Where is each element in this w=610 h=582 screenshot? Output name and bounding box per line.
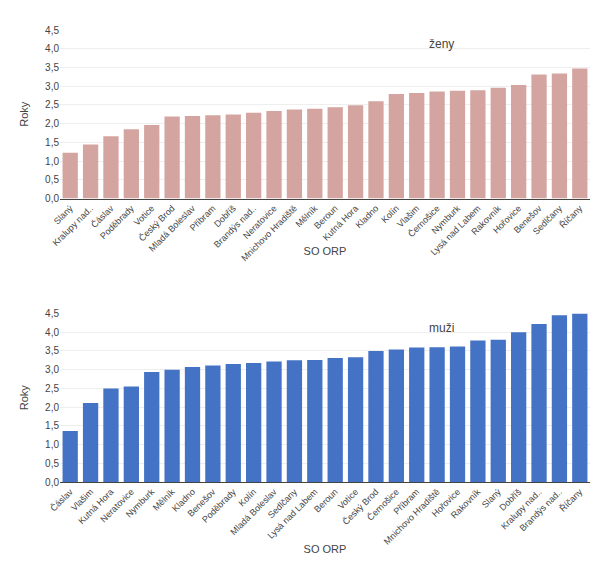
svg-text:Nymburk: Nymburk bbox=[124, 486, 157, 519]
svg-text:Mnichovo Hradiště: Mnichovo Hradiště bbox=[382, 487, 442, 547]
svg-text:4,0: 4,0 bbox=[45, 43, 59, 54]
svg-text:Roky: Roky bbox=[18, 385, 30, 411]
svg-text:Neratovice: Neratovice bbox=[241, 203, 278, 240]
svg-text:Příbram: Příbram bbox=[188, 203, 218, 233]
svg-text:Mladá Boleslav: Mladá Boleslav bbox=[228, 486, 279, 537]
svg-text:Vlašim: Vlašim bbox=[395, 203, 421, 229]
svg-text:2,5: 2,5 bbox=[45, 99, 59, 110]
svg-text:0,5: 0,5 bbox=[45, 174, 59, 185]
svg-text:Mělník: Mělník bbox=[294, 203, 320, 229]
svg-text:Kutná Hora: Kutná Hora bbox=[321, 203, 360, 242]
svg-text:Benešov: Benešov bbox=[186, 486, 218, 518]
svg-text:3,0: 3,0 bbox=[45, 364, 59, 375]
svg-text:Votice: Votice bbox=[132, 203, 156, 227]
svg-text:1,5: 1,5 bbox=[45, 137, 59, 148]
svg-text:Votice: Votice bbox=[336, 487, 360, 511]
svg-text:Brandýs nad..: Brandýs nad.. bbox=[212, 203, 258, 249]
svg-text:muži: muži bbox=[429, 321, 454, 335]
svg-text:Nymburk: Nymburk bbox=[430, 203, 463, 236]
svg-text:Neratovice: Neratovice bbox=[98, 487, 135, 524]
svg-text:Brandýs nad..: Brandýs nad.. bbox=[518, 487, 564, 533]
svg-text:SO ORP: SO ORP bbox=[304, 245, 347, 257]
svg-text:0,0: 0,0 bbox=[45, 193, 59, 204]
svg-text:0,0: 0,0 bbox=[45, 477, 59, 488]
svg-text:Kutná Hora: Kutná Hora bbox=[76, 487, 115, 526]
svg-text:Lysá nad Labem: Lysá nad Labem bbox=[429, 203, 483, 257]
svg-text:4,5: 4,5 bbox=[45, 25, 59, 36]
svg-text:Rakovník: Rakovník bbox=[469, 203, 503, 237]
svg-text:1,0: 1,0 bbox=[45, 156, 59, 167]
svg-text:2,0: 2,0 bbox=[45, 402, 59, 413]
svg-text:Čáslav: Čáslav bbox=[89, 203, 116, 230]
svg-text:Sedlčany: Sedlčany bbox=[266, 486, 300, 520]
svg-text:0,5: 0,5 bbox=[45, 458, 59, 469]
svg-text:Říčany: Říčany bbox=[558, 486, 585, 513]
svg-text:Kladno: Kladno bbox=[354, 203, 381, 230]
svg-text:Sedlčany: Sedlčany bbox=[531, 203, 565, 237]
svg-text:Dobříš: Dobříš bbox=[497, 486, 523, 512]
svg-text:Černošice: Černošice bbox=[406, 203, 442, 239]
svg-text:3,0: 3,0 bbox=[45, 81, 59, 92]
svg-text:3,5: 3,5 bbox=[45, 345, 59, 356]
svg-text:Beroun: Beroun bbox=[312, 487, 340, 515]
svg-text:1,0: 1,0 bbox=[45, 439, 59, 450]
svg-text:Roky: Roky bbox=[18, 101, 30, 127]
svg-text:Lysá nad Labem: Lysá nad Labem bbox=[266, 487, 320, 541]
svg-text:Beroun: Beroun bbox=[312, 203, 340, 231]
svg-text:Čáslav: Čáslav bbox=[48, 486, 75, 513]
svg-text:Kralupy nad..: Kralupy nad.. bbox=[51, 203, 96, 248]
svg-text:SO ORP: SO ORP bbox=[304, 543, 347, 555]
svg-text:Kolín: Kolín bbox=[379, 203, 401, 225]
svg-text:2,0: 2,0 bbox=[45, 118, 59, 129]
svg-text:Vlašim: Vlašim bbox=[69, 487, 95, 513]
svg-text:Český Brod: Český Brod bbox=[341, 487, 381, 527]
svg-text:Poděbrady: Poděbrady bbox=[98, 203, 136, 241]
svg-text:Hořovice: Hořovice bbox=[491, 203, 523, 235]
svg-text:Slaný: Slaný bbox=[52, 203, 75, 226]
svg-text:Benešov: Benešov bbox=[512, 203, 544, 235]
svg-text:Mnichovo Hradiště: Mnichovo Hradiště bbox=[239, 203, 299, 263]
svg-text:ženy: ženy bbox=[429, 37, 454, 51]
svg-text:Slaný: Slaný bbox=[480, 486, 503, 509]
svg-text:Kladno: Kladno bbox=[170, 487, 197, 514]
svg-text:Kralupy nad..: Kralupy nad.. bbox=[499, 487, 544, 532]
svg-text:Hořovice: Hořovice bbox=[430, 487, 462, 519]
svg-text:Příbram: Příbram bbox=[392, 487, 422, 517]
svg-text:2,5: 2,5 bbox=[45, 383, 59, 394]
svg-text:Mělník: Mělník bbox=[151, 486, 177, 512]
svg-text:1,5: 1,5 bbox=[45, 420, 59, 431]
svg-text:Rakovník: Rakovník bbox=[449, 486, 483, 520]
svg-text:Dobříš: Dobříš bbox=[212, 203, 238, 229]
svg-text:Český Brod: Český Brod bbox=[137, 203, 177, 243]
svg-text:4,0: 4,0 bbox=[45, 327, 59, 338]
svg-text:Mladá Boleslav: Mladá Boleslav bbox=[147, 203, 198, 254]
svg-text:4,5: 4,5 bbox=[45, 308, 59, 319]
svg-text:Poděbrady: Poděbrady bbox=[200, 486, 238, 524]
svg-text:Černošice: Černošice bbox=[365, 487, 401, 523]
svg-text:Říčany: Říčany bbox=[558, 203, 585, 230]
svg-text:3,5: 3,5 bbox=[45, 62, 59, 73]
svg-text:Kolín: Kolín bbox=[237, 487, 259, 509]
